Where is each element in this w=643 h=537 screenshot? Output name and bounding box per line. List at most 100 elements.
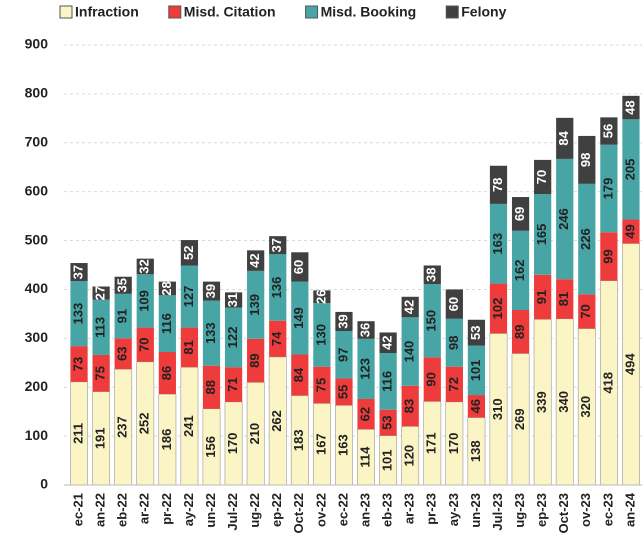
data-label: 246	[556, 208, 571, 230]
bar-segment	[158, 281, 176, 296]
data-label: 186	[159, 429, 174, 451]
data-label: 269	[512, 408, 527, 430]
data-label: 339	[534, 391, 549, 413]
data-label: 88	[203, 380, 218, 394]
data-label: 494	[622, 353, 637, 375]
bar-segment	[247, 250, 265, 271]
bar-segment	[202, 281, 221, 301]
x-tick-label: pr-22	[159, 493, 174, 525]
data-label: 211	[70, 423, 85, 444]
x-tick-label: ug-23	[512, 493, 527, 528]
data-label: 39	[203, 284, 218, 298]
legend-label: Misd. Citation	[184, 4, 276, 20]
x-tick-label: Jul-23	[490, 493, 505, 531]
bar-segment	[423, 284, 441, 358]
bar-segment	[202, 365, 221, 409]
x-tick-label: ec-21	[70, 493, 85, 526]
y-tick-label: 700	[25, 133, 49, 149]
data-label: 37	[70, 265, 85, 279]
data-label: 99	[600, 249, 615, 263]
bar-segment	[511, 197, 530, 231]
legend-label: Misd. Booking	[321, 4, 417, 20]
data-label: 171	[424, 432, 439, 454]
bar-segment	[291, 354, 309, 396]
x-tick-label: ep-22	[269, 493, 284, 527]
data-label: 39	[335, 314, 350, 328]
bar-segment	[136, 258, 154, 275]
data-label: 138	[468, 440, 483, 462]
legend-swatch	[59, 5, 73, 19]
legend-label: Felony	[461, 4, 506, 20]
data-label: 46	[468, 399, 483, 413]
x-tick-label: ec-22	[335, 493, 350, 526]
data-label: 63	[115, 346, 130, 360]
bar-segment	[556, 117, 574, 159]
data-label: 133	[70, 303, 85, 325]
y-tick-label: 600	[25, 182, 49, 198]
legend-swatch	[305, 5, 319, 19]
bar-segment	[335, 331, 353, 379]
data-label: 162	[512, 260, 527, 282]
y-tick-label: 200	[25, 378, 49, 394]
data-label: 165	[534, 224, 549, 246]
bar-segment	[224, 307, 243, 368]
data-label: 89	[512, 324, 527, 338]
bar-segment	[379, 332, 397, 353]
data-label: 418	[600, 372, 615, 394]
data-label: 252	[137, 413, 152, 435]
bar-segment	[489, 203, 508, 284]
bar-segment	[158, 352, 176, 395]
data-label: 31	[225, 293, 240, 307]
data-label: 179	[600, 178, 615, 200]
bar-segment	[445, 366, 463, 402]
bar-segment	[335, 378, 353, 406]
data-label: 28	[159, 281, 174, 295]
data-label: 83	[402, 399, 417, 413]
bar-segment	[180, 265, 199, 328]
data-label: 42	[380, 335, 395, 349]
data-label: 310	[490, 398, 505, 420]
bar-segment	[269, 236, 287, 255]
data-label: 226	[578, 228, 593, 250]
bar-segment	[534, 159, 552, 195]
data-label: 69	[512, 207, 527, 221]
bar-segment	[136, 274, 154, 328]
bar-segment	[401, 296, 419, 318]
data-label: 55	[335, 385, 350, 399]
bar-segment	[291, 252, 309, 282]
data-label: 163	[490, 233, 505, 255]
data-label: 98	[446, 335, 461, 349]
bar-segment	[467, 319, 486, 346]
bar-segment	[357, 398, 375, 430]
data-label: 78	[490, 178, 505, 192]
data-label: 42	[247, 253, 262, 267]
bar-segment	[534, 274, 552, 320]
data-label: 86	[159, 366, 174, 380]
x-tick-label: ov-22	[313, 493, 328, 527]
x-tick-label: eb-23	[380, 493, 395, 527]
bar-segment	[269, 320, 287, 357]
legend-swatch	[168, 5, 182, 19]
bar-segment	[379, 353, 397, 410]
bar-segment	[600, 144, 618, 233]
y-tick-label: 300	[25, 329, 49, 345]
bar-segment	[578, 294, 596, 329]
x-tick-label: Oct-23	[556, 493, 571, 533]
data-label: 90	[424, 372, 439, 386]
data-label: 70	[578, 304, 593, 318]
bar-segment	[224, 292, 243, 308]
x-tick-label: ec-23	[600, 493, 615, 526]
x-tick-label: un-23	[468, 493, 483, 528]
data-label: 320	[578, 396, 593, 418]
data-label: 149	[291, 307, 306, 329]
data-label: 26	[313, 290, 328, 304]
data-label: 136	[269, 277, 284, 299]
data-label: 74	[269, 331, 284, 346]
data-label: 340	[556, 391, 571, 413]
data-label: 35	[115, 278, 130, 292]
bar-segment	[511, 309, 530, 354]
bar-segment	[556, 158, 574, 280]
data-label: 120	[402, 445, 417, 467]
data-label: 42	[402, 300, 417, 314]
data-label: 237	[115, 416, 130, 438]
